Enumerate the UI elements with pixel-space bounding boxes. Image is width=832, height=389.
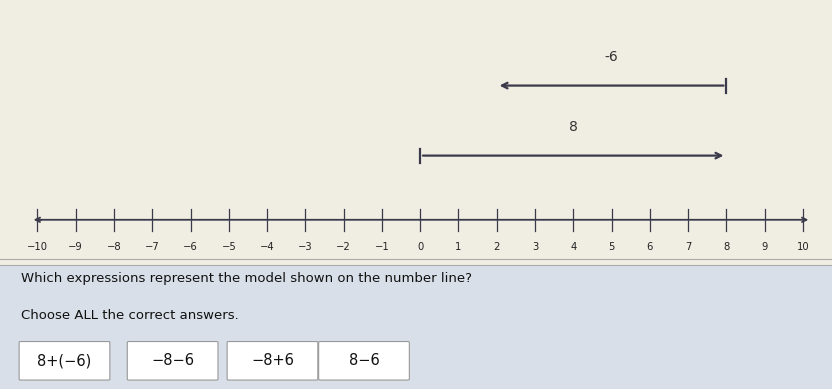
FancyBboxPatch shape [227,342,318,380]
Text: −9: −9 [68,242,83,252]
Text: −3: −3 [298,242,313,252]
Text: −8: −8 [106,242,121,252]
Text: 10: 10 [796,242,810,252]
Text: 5: 5 [608,242,615,252]
Text: −1: −1 [374,242,389,252]
Bar [0,265,832,389]
Text: −8+6: −8+6 [251,353,294,368]
Text: −7: −7 [145,242,160,252]
FancyBboxPatch shape [319,342,409,380]
Text: −4: −4 [260,242,275,252]
Text: 0: 0 [417,242,423,252]
Text: 8+(−6): 8+(−6) [37,353,92,368]
Text: 7: 7 [685,242,691,252]
Text: 8−6: 8−6 [349,353,379,368]
FancyBboxPatch shape [127,342,218,380]
Text: 4: 4 [570,242,577,252]
Text: 6: 6 [646,242,653,252]
FancyBboxPatch shape [19,342,110,380]
Text: −8−6: −8−6 [151,353,194,368]
Text: −5: −5 [221,242,236,252]
Text: -6: -6 [605,50,618,64]
Text: 8: 8 [723,242,730,252]
Text: −2: −2 [336,242,351,252]
Text: Choose ALL the correct answers.: Choose ALL the correct answers. [21,309,239,322]
Text: 1: 1 [455,242,462,252]
Bar [0,0,832,265]
Text: 2: 2 [493,242,500,252]
Text: −10: −10 [27,242,48,252]
Text: Which expressions represent the model shown on the number line?: Which expressions represent the model sh… [21,272,472,285]
Text: 8: 8 [569,120,577,134]
Text: −6: −6 [183,242,198,252]
Text: 3: 3 [532,242,538,252]
Text: 9: 9 [761,242,768,252]
